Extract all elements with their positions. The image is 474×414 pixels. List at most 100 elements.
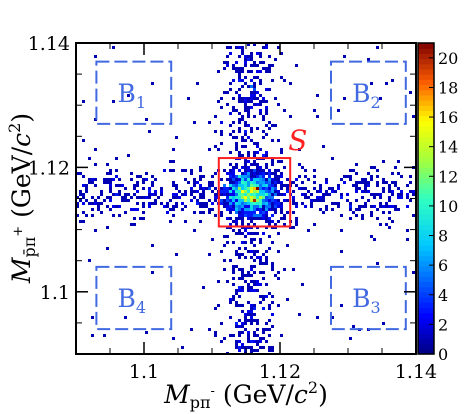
data-point: [283, 79, 286, 82]
data-point: [136, 175, 139, 178]
data-point: [331, 202, 334, 205]
colorbar-segment: [418, 338, 434, 345]
data-point: [202, 196, 205, 199]
data-point: [76, 214, 79, 217]
data-point: [259, 238, 262, 241]
data-point: [259, 196, 262, 199]
data-point: [226, 208, 229, 211]
data-point: [259, 211, 262, 214]
data-point: [247, 154, 250, 157]
data-point: [259, 100, 262, 103]
data-point: [160, 202, 163, 205]
data-point: [226, 46, 229, 49]
data-point: [229, 151, 232, 154]
data-point: [232, 220, 235, 223]
data-point: [256, 166, 259, 169]
data-point: [352, 211, 355, 214]
data-point: [313, 169, 316, 172]
colorbar-segment: [418, 296, 434, 303]
data-point: [109, 172, 112, 175]
data-point: [391, 190, 394, 193]
data-point: [238, 325, 241, 328]
data-point: [154, 190, 157, 193]
data-point: [172, 196, 175, 199]
data-point: [85, 214, 88, 217]
data-point: [247, 301, 250, 304]
data-point: [253, 97, 256, 100]
data-point: [352, 325, 355, 328]
data-point: [271, 139, 274, 142]
data-point: [208, 199, 211, 202]
data-point: [151, 244, 154, 247]
data-point: [292, 181, 295, 184]
data-point: [238, 214, 241, 217]
colorbar-tick-label: 6: [438, 256, 448, 275]
data-point: [247, 100, 250, 103]
data-point: [229, 124, 232, 127]
data-point: [256, 172, 259, 175]
data-point: [229, 190, 232, 193]
data-point: [244, 208, 247, 211]
data-point: [223, 184, 226, 187]
data-point: [268, 220, 271, 223]
data-point: [232, 79, 235, 82]
data-point: [250, 172, 253, 175]
data-point: [238, 97, 241, 100]
data-point: [271, 184, 274, 187]
data-point: [247, 286, 250, 289]
data-point: [238, 190, 241, 193]
data-point: [286, 187, 289, 190]
data-point: [346, 175, 349, 178]
colorbar-segment: [418, 328, 434, 334]
data-point: [268, 193, 271, 196]
data-point: [268, 205, 271, 208]
data-point: [397, 196, 400, 199]
data-point: [211, 202, 214, 205]
data-point: [253, 340, 256, 343]
data-point: [94, 229, 97, 232]
data-point: [316, 190, 319, 193]
data-point: [235, 46, 238, 49]
data-point: [85, 190, 88, 193]
data-point: [259, 103, 262, 106]
data-point: [412, 271, 415, 274]
data-point: [379, 202, 382, 205]
data-point: [133, 193, 136, 196]
data-point: [325, 178, 328, 181]
data-point: [109, 187, 112, 190]
data-point: [172, 169, 175, 172]
data-point: [238, 319, 241, 322]
data-point: [259, 172, 262, 175]
data-point: [118, 190, 121, 193]
colorbar-segment: [418, 162, 434, 168]
data-point: [154, 199, 157, 202]
data-point: [262, 337, 265, 340]
data-point: [190, 328, 193, 331]
data-point: [277, 103, 280, 106]
data-point: [280, 187, 283, 190]
data-point: [124, 316, 127, 319]
data-point: [253, 214, 256, 217]
data-point: [409, 181, 412, 184]
data-point: [277, 250, 280, 253]
data-point: [235, 220, 238, 223]
data-point: [133, 217, 136, 220]
data-point: [265, 163, 268, 166]
data-point: [232, 97, 235, 100]
data-point: [223, 244, 226, 247]
data-point: [226, 280, 229, 283]
data-point: [229, 187, 232, 190]
data-point: [241, 118, 244, 121]
data-point: [268, 292, 271, 295]
region-box-b4: [95, 265, 173, 331]
data-point: [277, 178, 280, 181]
data-point: [241, 202, 244, 205]
data-point: [256, 349, 259, 352]
data-point: [232, 187, 235, 190]
data-point: [244, 313, 247, 316]
data-point: [274, 124, 277, 127]
data-point: [376, 46, 379, 49]
data-point: [391, 181, 394, 184]
data-point: [112, 46, 115, 49]
data-point: [109, 208, 112, 211]
